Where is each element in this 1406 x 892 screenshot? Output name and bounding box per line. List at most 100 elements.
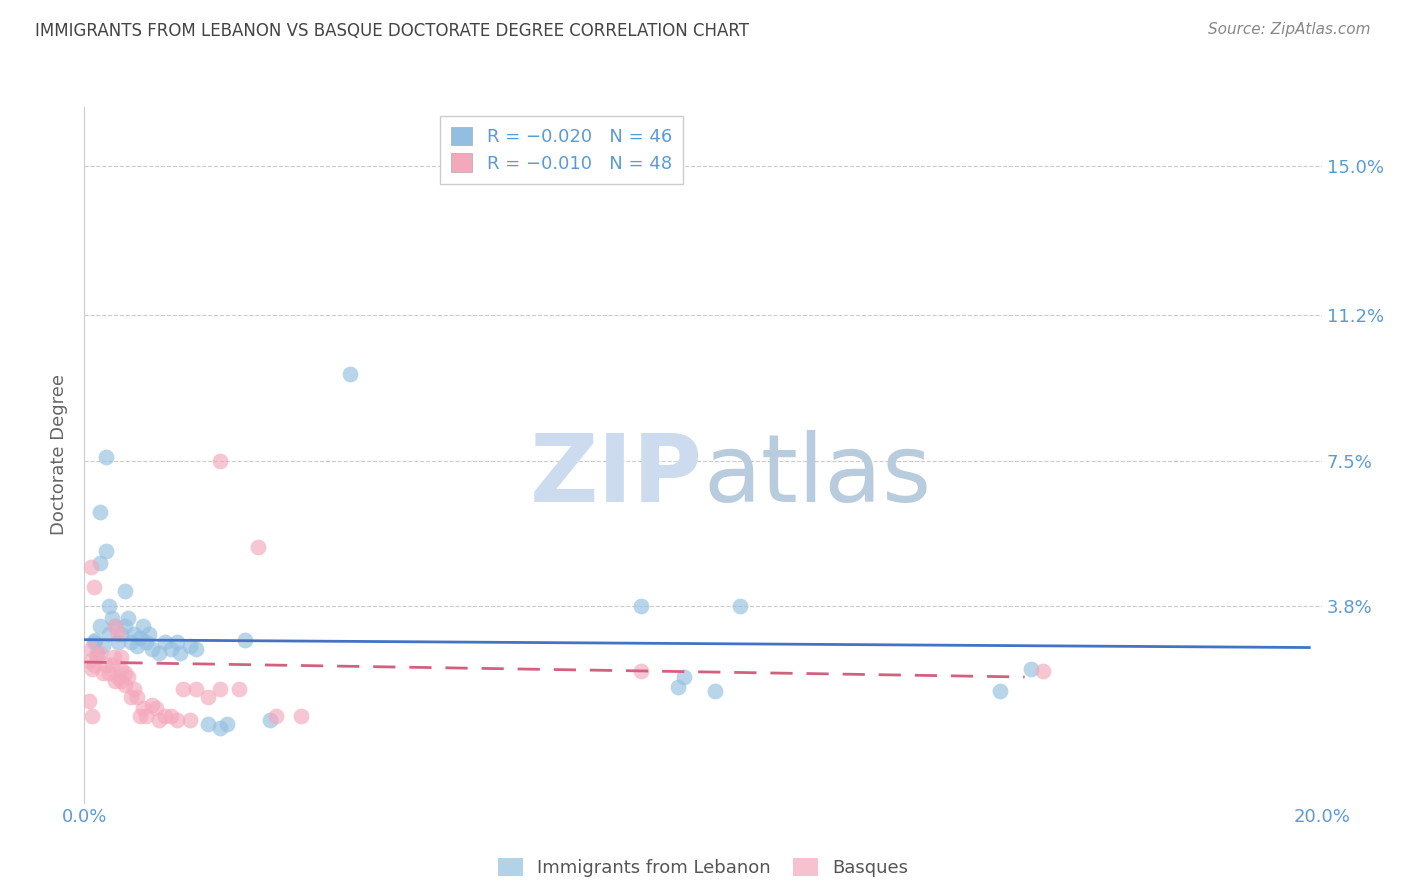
Point [79, 693, 101, 707]
Point [104, 673, 127, 688]
Point [89, 619, 111, 633]
Y-axis label: Doctorate Degree: Doctorate Degree [51, 375, 69, 535]
Point [80, 709, 103, 723]
Point [84, 632, 107, 647]
Point [104, 619, 127, 633]
Point [94, 544, 117, 558]
Point [114, 619, 136, 633]
Point [141, 642, 163, 657]
Point [125, 690, 148, 704]
Point [169, 647, 191, 661]
Point [184, 681, 207, 696]
Point [83, 658, 105, 673]
Point [246, 541, 269, 555]
Point [160, 709, 183, 723]
Point [166, 634, 188, 648]
Point [104, 619, 127, 633]
Point [110, 627, 132, 641]
Point [135, 634, 157, 648]
Point [114, 678, 136, 692]
Point [101, 658, 124, 673]
Point [89, 505, 111, 519]
Point [79, 560, 101, 574]
Point [91, 639, 114, 653]
Point [666, 680, 689, 694]
Legend: Immigrants from Lebanon, Basques: Immigrants from Lebanon, Basques [491, 850, 915, 884]
Point [630, 664, 652, 678]
Point [209, 721, 232, 735]
Point [86, 650, 108, 665]
Point [117, 611, 139, 625]
Point [160, 642, 183, 657]
Point [264, 709, 287, 723]
Point [148, 647, 170, 661]
Point [138, 627, 160, 641]
Point [98, 627, 121, 641]
Point [153, 709, 176, 723]
Point [120, 690, 142, 704]
Point [339, 368, 361, 382]
Point [172, 681, 194, 696]
Point [290, 709, 312, 723]
Point [209, 681, 232, 696]
Point [988, 683, 1011, 698]
Point [1019, 662, 1042, 676]
Point [120, 634, 142, 648]
Point [110, 662, 132, 676]
Point [179, 639, 201, 653]
Point [630, 599, 652, 614]
Point [94, 450, 117, 464]
Point [148, 713, 170, 727]
Point [197, 717, 219, 731]
Point [117, 670, 139, 684]
Point [233, 632, 256, 647]
Point [122, 681, 145, 696]
Point [132, 701, 155, 715]
Point [86, 647, 108, 661]
Text: IMMIGRANTS FROM LEBANON VS BASQUE DOCTORATE DEGREE CORRELATION CHART: IMMIGRANTS FROM LEBANON VS BASQUE DOCTOR… [35, 22, 749, 40]
Point [197, 690, 219, 704]
Point [98, 666, 121, 681]
Point [91, 666, 114, 681]
Point [101, 611, 124, 625]
Point [83, 580, 105, 594]
Point [141, 698, 163, 712]
Point [80, 662, 103, 676]
Point [135, 709, 157, 723]
Point [107, 634, 129, 648]
Text: Source: ZipAtlas.com: Source: ZipAtlas.com [1208, 22, 1371, 37]
Text: atlas: atlas [703, 430, 931, 522]
Point [132, 619, 155, 633]
Point [129, 709, 152, 723]
Point [179, 713, 201, 727]
Point [79, 642, 101, 657]
Point [89, 556, 111, 570]
Point [728, 599, 751, 614]
Point [704, 683, 727, 698]
Point [107, 627, 129, 641]
Point [184, 642, 207, 657]
Point [114, 666, 136, 681]
Point [228, 681, 250, 696]
Point [89, 647, 111, 661]
Point [94, 658, 117, 673]
Point [122, 627, 145, 641]
Text: ZIP: ZIP [530, 430, 703, 522]
Point [145, 701, 167, 715]
Point [114, 583, 136, 598]
Point [129, 631, 152, 645]
Point [107, 670, 129, 684]
Point [83, 634, 105, 648]
Point [125, 639, 148, 653]
Point [153, 634, 176, 648]
Point [98, 599, 121, 614]
Point [215, 717, 238, 731]
Point [166, 713, 188, 727]
Point [103, 650, 125, 665]
Point [259, 713, 281, 727]
Point [209, 454, 232, 468]
Point [673, 670, 696, 684]
Point [110, 650, 132, 665]
Point [110, 673, 132, 688]
Point [79, 654, 101, 668]
